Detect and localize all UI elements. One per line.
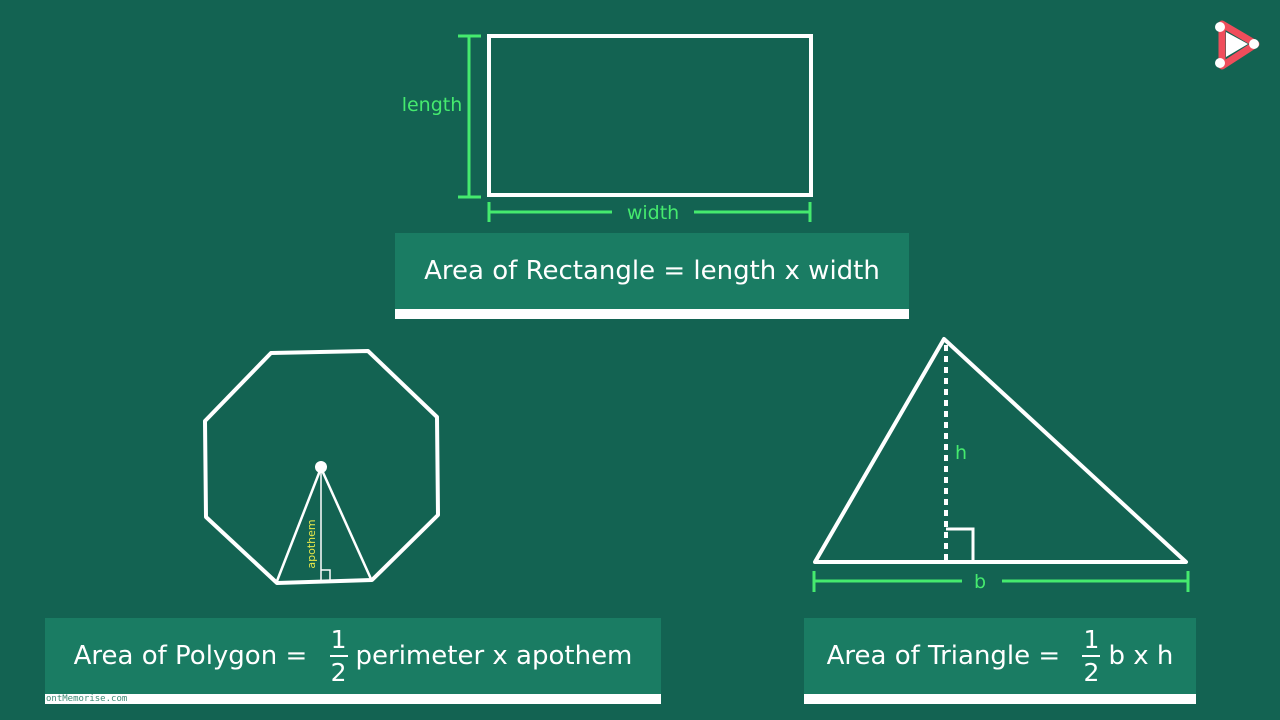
width-dimension [487,202,812,222]
play-logo-icon [1215,20,1260,70]
polygon-formula-suffix: perimeter x apothem [355,641,633,671]
apothem-triangle [275,467,373,582]
polygon-shape [203,349,440,585]
triangle-fraction-numerator: 1 [1083,625,1100,654]
polygon-fraction-denominator: 2 [330,658,347,687]
polygon-formula-prefix: Area of Polygon = [73,641,316,671]
polygon-fraction-numerator: 1 [330,625,347,654]
triangle-formula-prefix: Area of Triangle = [826,641,1069,671]
length-label: length [402,94,463,116]
rectangle-formula: Area of Rectangle = length x width [424,256,880,286]
triangle-formula-suffix: b x h [1108,641,1174,671]
triangle-formula-box: Area of Triangle = 1 2 b x h [804,618,1196,704]
length-dimension [458,34,481,199]
polygon-center-dot [315,461,327,473]
base-label: b [974,571,986,593]
watermark: ontMemorise.com [46,694,128,704]
rectangle-formula-box: Area of Rectangle = length x width [395,233,909,319]
polygon-half-fraction: 1 2 [329,625,348,687]
rectangle-shape [487,34,813,197]
width-label: width [627,202,679,224]
triangle-half-fraction: 1 2 [1082,625,1101,687]
base-dimension [812,571,1190,592]
apothem-label: apothem [305,519,318,568]
triangle-shape [813,337,1188,564]
triangle-fraction-denominator: 2 [1083,658,1100,687]
polygon-formula-box: Area of Polygon = 1 2 perimeter x apothe… [45,618,661,704]
height-label: h [955,442,967,464]
right-angle-marker [946,527,975,560]
